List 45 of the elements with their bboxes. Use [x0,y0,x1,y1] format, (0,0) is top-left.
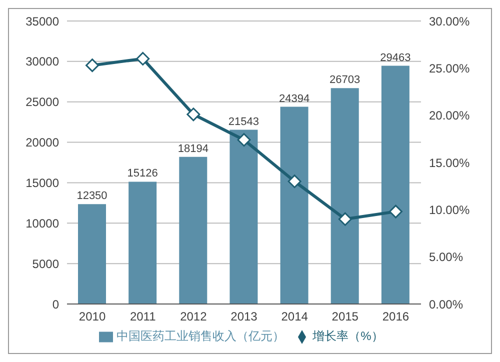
y-tick-label: 20000 [26,136,60,150]
bar [179,156,208,304]
point [288,174,302,188]
data-label: 26703 [330,74,360,86]
bar [128,182,157,304]
x-tick-label: 2013 [230,310,258,324]
y2-tick-label: 30.00% [429,14,470,28]
x-tick-label: 2014 [281,310,308,324]
y-tick-label: 25000 [26,95,60,110]
legend-label: 中国医药工业销售收入（亿元） [116,329,285,343]
point [338,212,352,226]
x-tick-label: 2010 [78,310,106,324]
y-tick-label: 30000 [26,54,60,69]
point [186,108,200,122]
y2-tick-label: 0.00% [429,297,464,312]
y-tick-label: 10000 [26,216,60,230]
y2-tick-label: 25.00% [429,61,470,76]
point [86,58,100,72]
y2-tick-label: 20.00% [429,108,470,123]
data-label: 12350 [76,190,108,202]
data-label: 18194 [178,142,208,155]
bar [381,66,410,304]
y2-tick-label: 10.00% [429,202,470,217]
y-tick-label: 15000 [26,176,60,190]
legend-label: 增长率（%） [312,329,384,343]
x-tick-label: 2012 [180,310,208,324]
x-tick-label: 2011 [130,310,156,324]
x-tick-label: 2015 [332,310,359,324]
y2-tick-label: 5.00% [429,250,464,264]
y-tick-label: 0 [52,297,60,312]
bar [330,88,359,304]
x-tick-label: 2016 [382,310,410,324]
data-label: 29463 [380,52,411,64]
y-tick-label: 5000 [32,256,60,271]
bar [230,130,258,304]
point [136,52,150,66]
point [388,204,402,218]
data-label: 24394 [278,92,310,105]
y-tick-label: 35000 [26,14,60,28]
data-label: 21543 [228,116,260,128]
y2-tick-label: 15.00% [429,156,470,170]
point [237,133,251,147]
bar [78,204,106,304]
bar [280,106,308,304]
data-label: 15126 [127,168,158,180]
